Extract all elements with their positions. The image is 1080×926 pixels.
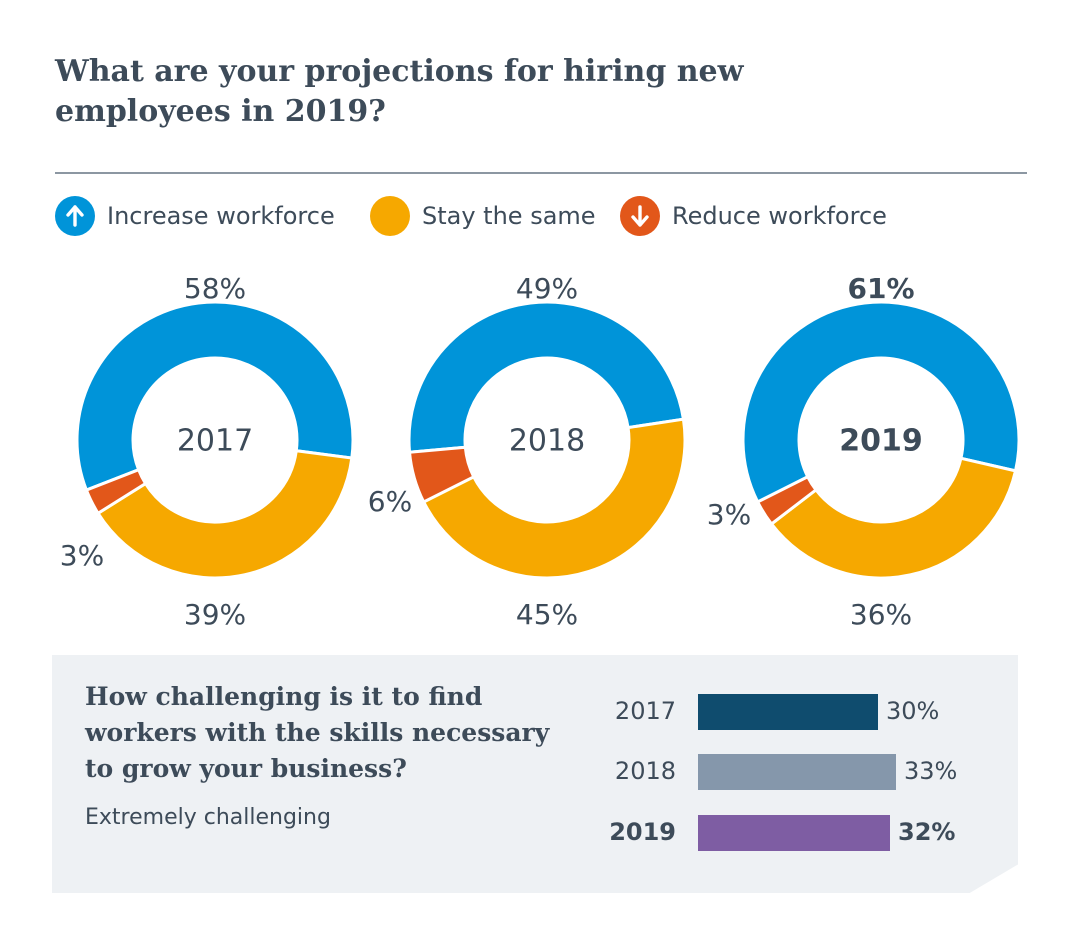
title-divider xyxy=(55,172,1027,174)
donut-label-2017-0: 58% xyxy=(184,272,246,305)
donut-center-year-2017: 2017 xyxy=(177,424,253,459)
donut-segment-2018-increase-workforce xyxy=(407,300,686,454)
legend-item-reduce: Reduce workforce xyxy=(620,196,887,236)
arrow-down-icon xyxy=(620,196,660,236)
donut-segment-2019-reduce-workforce xyxy=(755,474,819,527)
donut-segment-2017-reduce-workforce xyxy=(84,467,148,516)
donut-segment-2018-stay-the-same xyxy=(421,417,687,580)
skills-panel: How challenging is it to find workers wi… xyxy=(52,655,1018,893)
arrow-up-icon xyxy=(55,196,95,236)
skills-bar-chart: 2017 30% 2018 33% 2019 32% xyxy=(609,694,957,851)
donut-charts: 58% 39% 3% 2017 49% 45% 6% 2018 61% 36% 3% 2019 xyxy=(60,272,1021,630)
donut-segment-2017-increase-workforce xyxy=(75,300,355,493)
donut-label-2019-1: 36% xyxy=(850,598,912,630)
donut-segment-2018-reduce-workforce xyxy=(407,445,476,504)
donut-label-2018-2: 6% xyxy=(368,485,412,518)
page-title: What are your projections for hiring new… xyxy=(55,54,744,129)
legend-label: Stay the same xyxy=(422,202,596,230)
donut-segment-2019-increase-workforce xyxy=(741,300,1021,504)
donut-label-2018-1: 45% xyxy=(516,598,578,630)
donut-label-2018-0: 49% xyxy=(516,272,578,305)
bar-2018 xyxy=(698,754,896,790)
legend-item-same: Stay the same xyxy=(370,196,596,236)
donut-segment-2017-stay-the-same xyxy=(95,449,354,580)
skills-question: How challenging is it to find workers wi… xyxy=(85,682,550,783)
skills-subtitle: Extremely challenging xyxy=(85,805,331,830)
donut-segment-2019-stay-the-same xyxy=(769,456,1018,580)
donut-label-2019-2: 3% xyxy=(707,498,751,531)
legend-label: Increase workforce xyxy=(107,202,335,230)
bar-category-2017: 2017 xyxy=(615,697,676,725)
bar-value-2019: 32% xyxy=(898,818,955,846)
donut-label-2017-2: 3% xyxy=(60,539,104,572)
donut-center-year-2018: 2018 xyxy=(509,424,585,459)
bar-category-2018: 2018 xyxy=(615,757,676,785)
donut-center-year-2019: 2019 xyxy=(839,424,923,459)
bar-2017 xyxy=(698,694,878,730)
bar-category-2019: 2019 xyxy=(609,818,676,846)
donut-label-2019-0: 61% xyxy=(847,272,914,305)
bar-value-2017: 30% xyxy=(886,697,939,725)
bar-2019 xyxy=(698,815,890,851)
legend-label: Reduce workforce xyxy=(672,202,887,230)
bar-value-2018: 33% xyxy=(904,757,957,785)
donut-label-2017-1: 39% xyxy=(184,598,246,630)
circle-icon xyxy=(370,196,410,236)
legend-item-increase: Increase workforce xyxy=(55,196,335,236)
